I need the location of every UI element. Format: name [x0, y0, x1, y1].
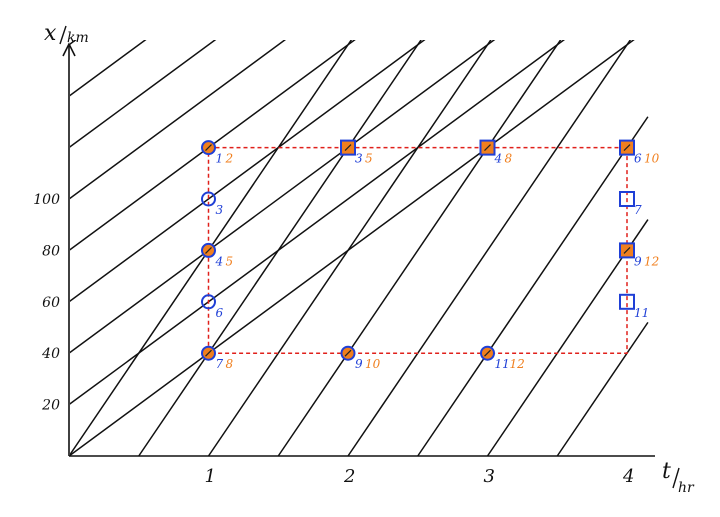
marker-tick-stroke	[344, 144, 352, 152]
marker-blue-label: 11	[634, 306, 649, 320]
shallow-trajectory-line	[70, 40, 635, 457]
marker-tick-stroke	[205, 349, 212, 357]
marker-orange-label: 5	[365, 152, 373, 166]
steep-trajectory-line	[347, 40, 632, 457]
marker-tick-stroke	[205, 246, 212, 254]
steep-trajectory-line	[486, 219, 649, 457]
steep-trajectory-line	[556, 321, 649, 457]
steep-trajectory-line	[70, 40, 353, 456]
marker-tick-stroke	[484, 144, 491, 152]
marker-tick-stroke	[205, 144, 212, 152]
x-axis-label-main: t	[662, 459, 671, 484]
marker-blue-label: 4	[494, 152, 503, 166]
marker-blue-label: 6	[634, 152, 642, 166]
steep-trajectory-line	[207, 40, 492, 457]
open-circle-marker	[201, 191, 216, 207]
marker-blue-label: 1	[216, 152, 224, 166]
shallow-trajectory-line	[70, 40, 77, 45]
marker-orange-label: 8	[505, 152, 513, 166]
y-axis-arrow-icon	[62, 42, 76, 57]
marker-orange-label: 12	[644, 254, 659, 268]
marker-orange-label: 2	[225, 152, 234, 166]
shallow-trajectory-line	[70, 40, 356, 251]
steep-trajectory-line	[138, 40, 422, 457]
open-square-marker	[619, 191, 635, 207]
y-tick-label: 60	[42, 295, 60, 311]
axes: x km t hr	[44, 21, 695, 496]
shallow-trajectory-line	[70, 40, 147, 97]
marker-blue-label: 4	[215, 254, 224, 268]
steep-trajectory-line	[277, 40, 562, 457]
x-tick-label: 2	[343, 466, 355, 487]
y-tick-label: 100	[33, 192, 60, 208]
y-tick-label: 40	[41, 346, 60, 362]
y-axis-label-main: x	[44, 21, 57, 46]
y-tick-label: 20	[41, 398, 60, 414]
x-tick-label: 1	[205, 466, 216, 487]
marker-blue-label: 3	[216, 203, 224, 217]
marker-blue-label: 11	[495, 357, 510, 371]
marker-blue-label: 9	[355, 357, 363, 371]
marker-tick-stroke	[623, 144, 631, 152]
shallow-trajectory-line	[70, 40, 566, 405]
shallow-trajectory-line	[70, 40, 496, 354]
marker-blue-label: 7	[634, 203, 642, 217]
marker-blue-label: 9	[634, 254, 642, 268]
open-square-marker	[619, 293, 635, 310]
marker-orange-label: 10	[644, 152, 660, 166]
x-tick-label: 3	[484, 466, 495, 487]
marker-blue-label: 6	[216, 306, 224, 320]
marker-tick-stroke	[344, 349, 352, 357]
y-axis-label-unit: km	[67, 30, 89, 46]
marker-orange-label: 8	[226, 357, 234, 371]
marker-blue-label: 3	[355, 152, 363, 166]
marker-orange-label: 5	[226, 254, 234, 268]
open-circle-marker	[201, 294, 216, 310]
steep-trajectory-line	[417, 116, 649, 457]
y-tick-label: 80	[42, 243, 60, 259]
marker-tick-stroke	[623, 246, 631, 254]
marker-orange-label: 10	[365, 357, 381, 371]
shallow-trajectory-line	[70, 40, 287, 200]
marker-tick-stroke	[484, 349, 491, 357]
x-tick-label: 4	[622, 466, 634, 487]
trajectory-lines	[70, 40, 649, 457]
x-axis-label-slash	[672, 467, 680, 489]
marker-blue-label: 7	[216, 357, 224, 371]
shallow-trajectory-line	[70, 40, 217, 148]
y-axis-label-slash	[59, 25, 67, 45]
x-axis-label-unit: hr	[678, 480, 695, 496]
shallow-trajectory-line	[70, 40, 426, 302]
marker-orange-label: 12	[510, 357, 525, 371]
